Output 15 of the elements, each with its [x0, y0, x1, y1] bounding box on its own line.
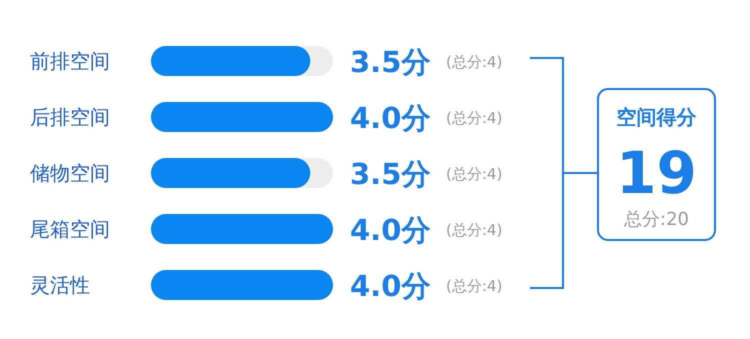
text: 19 — [616, 139, 697, 207]
data-label: 4.0分 — [350, 213, 432, 247]
data-label: 4.0分 — [350, 101, 432, 135]
y-tick-label: 储物空间 — [30, 161, 110, 185]
y-tick-label: 后排空间 — [30, 105, 110, 129]
y-tick-label: 前排空间 — [30, 49, 110, 73]
text: 空间得分 — [616, 105, 698, 129]
data-label: 3.5分 — [350, 157, 432, 191]
text: (总分:4) — [446, 53, 502, 71]
data-label: 3.5分 — [350, 45, 432, 79]
text: 总分:20 — [623, 209, 689, 230]
y-tick-label: 尾箱空间 — [30, 217, 110, 241]
data-label: 4.0分 — [350, 269, 432, 303]
y-tick-label: 灵活性 — [30, 273, 90, 297]
text: (总分:4) — [446, 165, 502, 183]
